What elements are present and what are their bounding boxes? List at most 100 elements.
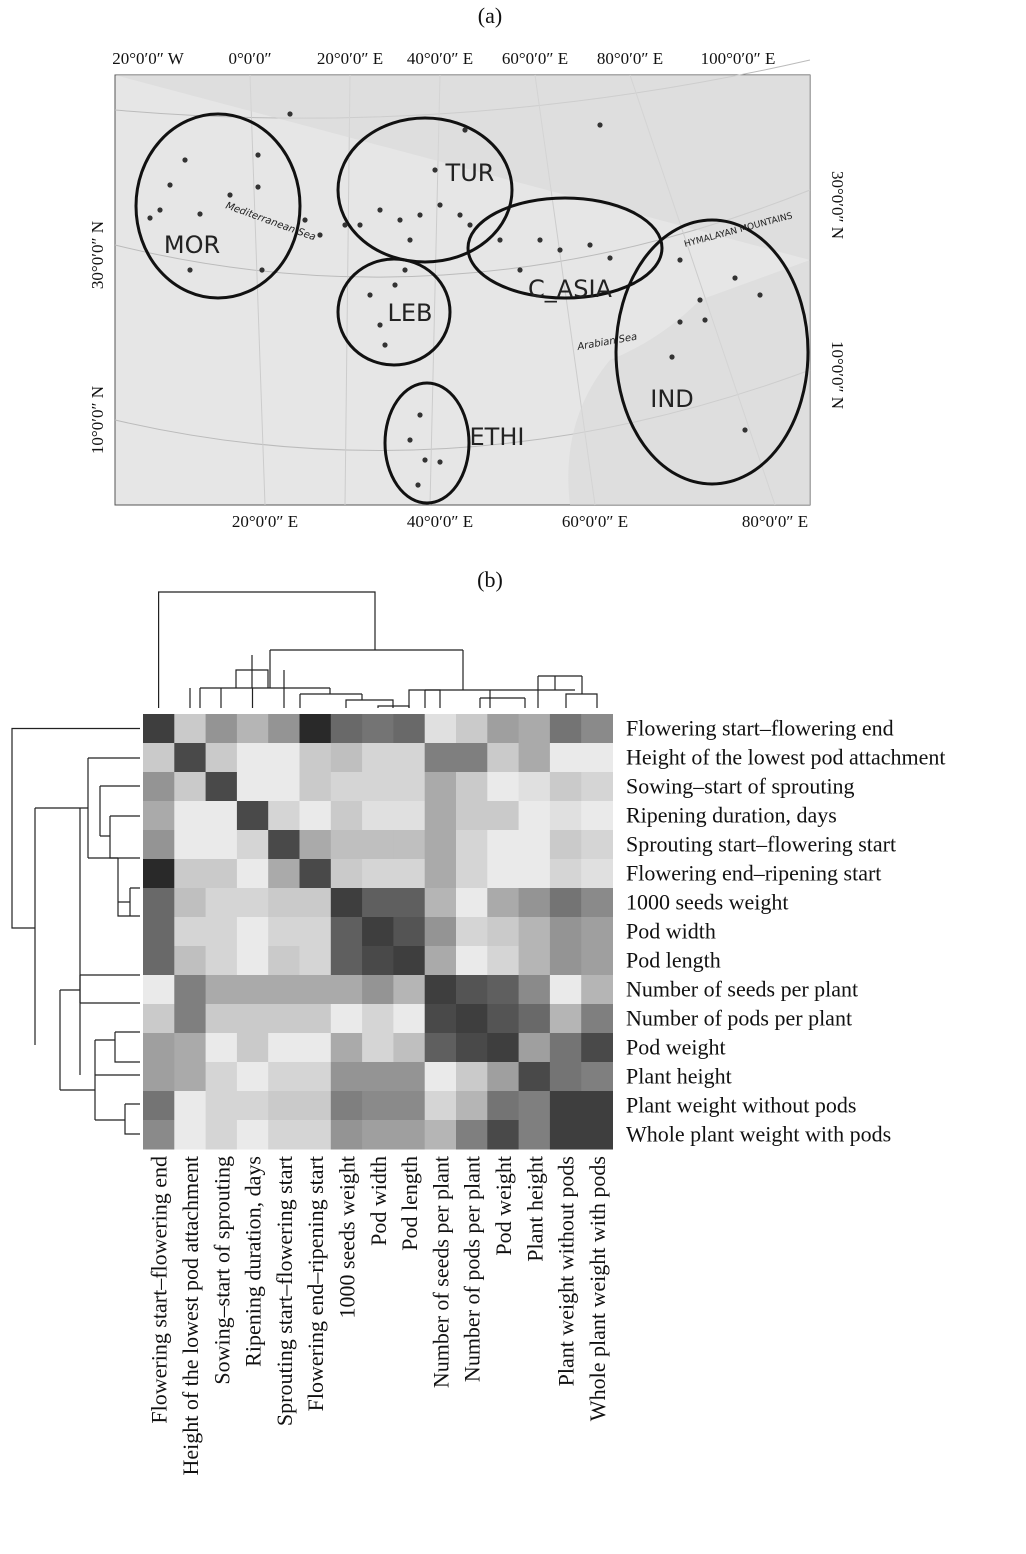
- heat-cell: [300, 801, 332, 831]
- heat-cell: [300, 714, 332, 744]
- heat-cell: [519, 975, 551, 1005]
- heat-cell: [143, 801, 175, 831]
- heat-cell: [425, 946, 457, 976]
- figure: (a) (b) 20°0′0″ W0°0′0″20°0′0″ E40: [0, 0, 1026, 1554]
- heat-cell: [174, 888, 206, 918]
- heat-cell: [393, 917, 425, 947]
- heat-cell: [456, 888, 488, 918]
- heat-cell: [362, 946, 394, 976]
- heat-cell: [487, 743, 519, 773]
- heat-cell: [143, 1062, 175, 1092]
- heat-cell: [581, 1062, 613, 1092]
- heat-cell: [519, 1004, 551, 1034]
- heat-cell: [300, 830, 332, 860]
- row-label: Sowing–start of sprouting: [626, 774, 855, 799]
- point: [462, 127, 467, 132]
- heat-cell: [268, 1004, 300, 1034]
- heat-cell: [300, 743, 332, 773]
- heat-cell: [206, 1033, 238, 1063]
- heat-cell: [268, 1062, 300, 1092]
- heat-cell: [300, 975, 332, 1005]
- point: [407, 237, 412, 242]
- panel-label: (b): [477, 567, 503, 592]
- column-label: 1000 seeds weight: [334, 1156, 359, 1319]
- heat-cell: [206, 946, 238, 976]
- point: [367, 292, 372, 297]
- heat-cell: [300, 1033, 332, 1063]
- heat-cell: [268, 1091, 300, 1121]
- heat-cell: [206, 1091, 238, 1121]
- row-label: Height of the lowest pod attachment: [626, 745, 946, 770]
- heat-cell: [237, 1091, 269, 1121]
- region-label: C_ASIA: [528, 275, 612, 303]
- heat-cell: [206, 714, 238, 744]
- heat-cell: [331, 830, 363, 860]
- heat-cell: [362, 1062, 394, 1092]
- heat-cell: [550, 830, 582, 860]
- heat-cell: [174, 743, 206, 773]
- heat-cell: [362, 1091, 394, 1121]
- point: [557, 247, 562, 252]
- point: [497, 237, 502, 242]
- heat-cell: [393, 830, 425, 860]
- heat-cell: [268, 859, 300, 889]
- heat-cell: [174, 1091, 206, 1121]
- heat-cell: [237, 1120, 269, 1150]
- column-label: Number of pods per plant: [460, 1156, 485, 1382]
- heat-cell: [206, 1120, 238, 1150]
- point: [467, 222, 472, 227]
- heat-cell: [519, 888, 551, 918]
- axis-label: 0°0′0″: [228, 49, 271, 68]
- row-label: Plant weight without pods: [626, 1093, 856, 1118]
- heat-cell: [487, 801, 519, 831]
- heat-cell: [206, 888, 238, 918]
- axis-label: 20°0′0″ E: [232, 512, 298, 531]
- heat-cell: [519, 1120, 551, 1150]
- heat-cell: [393, 859, 425, 889]
- heat-cell: [331, 1033, 363, 1063]
- heat-cell: [393, 975, 425, 1005]
- point: [597, 122, 602, 127]
- column-label: Pod length: [397, 1156, 422, 1251]
- heat-cell: [237, 859, 269, 889]
- heat-cell: [425, 1091, 457, 1121]
- heat-cell: [550, 859, 582, 889]
- heat-cell: [237, 1033, 269, 1063]
- heat-cell: [425, 772, 457, 802]
- heat-cell: [487, 1120, 519, 1150]
- heat-cell: [456, 1091, 488, 1121]
- point: [437, 202, 442, 207]
- point: [182, 157, 187, 162]
- axis-label: 20°0′0″ W: [112, 49, 185, 68]
- heat-cell: [393, 1062, 425, 1092]
- heat-cell: [487, 859, 519, 889]
- heat-cell: [300, 888, 332, 918]
- heat-cell: [237, 975, 269, 1005]
- heat-cell: [456, 1062, 488, 1092]
- axis-label: 40°0′0″ E: [407, 512, 473, 531]
- heat-cell: [456, 801, 488, 831]
- heat-cell: [143, 743, 175, 773]
- heat-cell: [237, 917, 269, 947]
- heat-cell: [581, 714, 613, 744]
- heat-cell: [362, 830, 394, 860]
- point: [607, 255, 612, 260]
- heat-cell: [300, 1120, 332, 1150]
- heat-cell: [393, 1004, 425, 1034]
- heat-cell: [143, 1091, 175, 1121]
- heat-cell: [268, 917, 300, 947]
- heat-cell: [143, 946, 175, 976]
- heat-cell: [425, 917, 457, 947]
- row-label: 1000 seeds weight: [626, 890, 789, 915]
- point: [342, 222, 347, 227]
- heat-cell: [331, 714, 363, 744]
- heat-cell: [393, 714, 425, 744]
- heat-cell: [174, 1033, 206, 1063]
- heat-cell: [550, 772, 582, 802]
- row-label: Pod width: [626, 919, 716, 944]
- heat-cell: [268, 946, 300, 976]
- heat-cell: [519, 917, 551, 947]
- heat-cell: [300, 1004, 332, 1034]
- heat-cell: [456, 743, 488, 773]
- heat-cell: [143, 888, 175, 918]
